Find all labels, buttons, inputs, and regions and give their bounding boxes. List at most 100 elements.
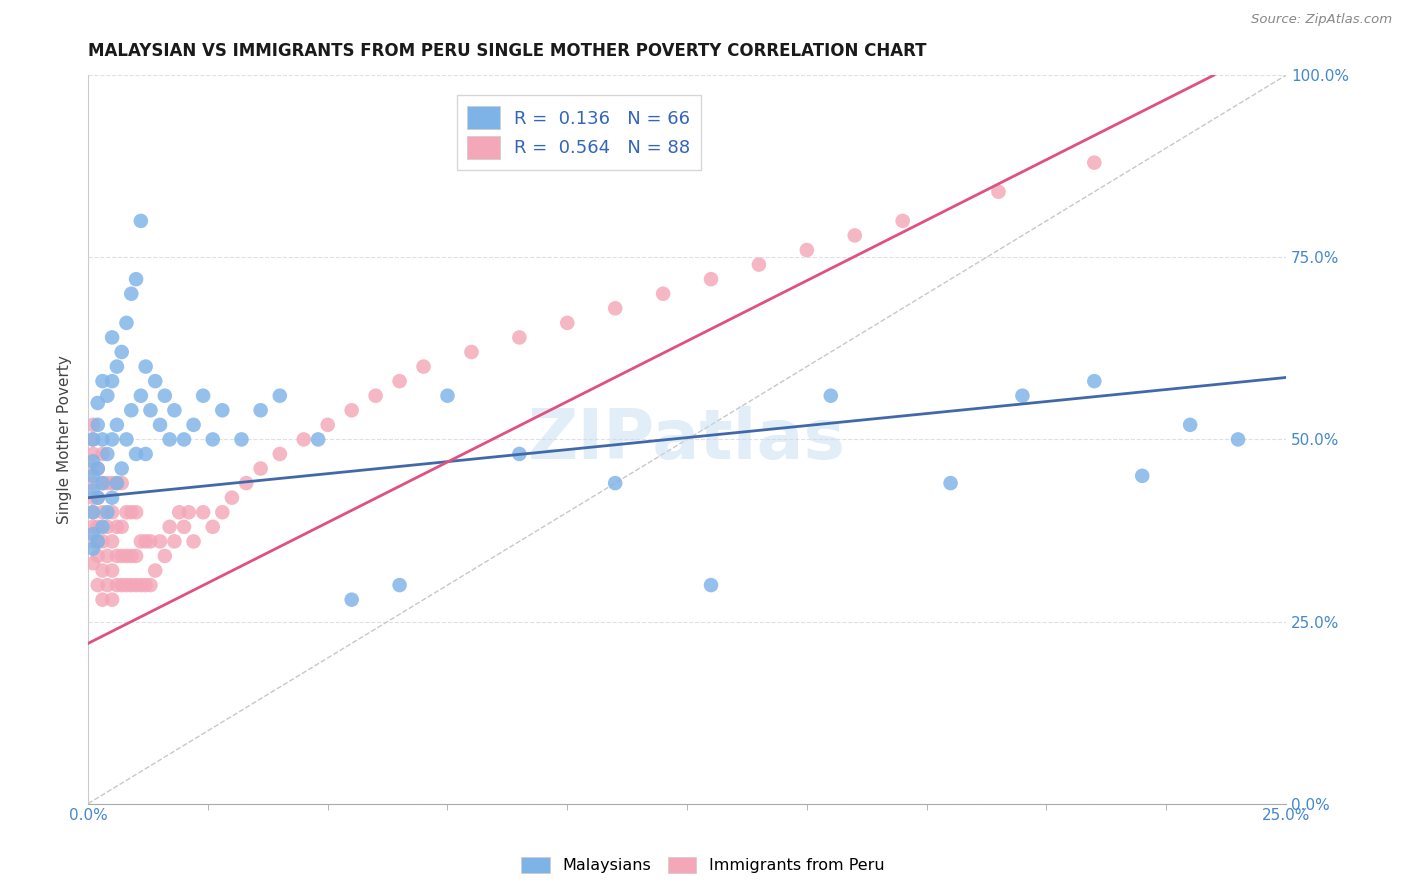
Point <box>700 578 723 592</box>
Point <box>139 403 162 417</box>
Point <box>149 534 172 549</box>
Point <box>120 549 142 563</box>
Point <box>163 403 186 417</box>
Point <box>111 578 134 592</box>
Point <box>129 389 152 403</box>
Point <box>159 520 181 534</box>
Point <box>105 476 128 491</box>
Point <box>129 214 152 228</box>
Point <box>91 476 114 491</box>
Point <box>82 541 104 556</box>
Point <box>101 505 124 519</box>
Point <box>120 403 142 417</box>
Point <box>135 534 157 549</box>
Point <box>91 520 114 534</box>
Point <box>96 505 118 519</box>
Point <box>173 433 195 447</box>
Point <box>939 476 962 491</box>
Point <box>82 520 104 534</box>
Point <box>191 505 214 519</box>
Point <box>135 447 157 461</box>
Point <box>96 520 118 534</box>
Point <box>82 505 104 519</box>
Point <box>891 214 914 228</box>
Point <box>605 301 627 316</box>
Point <box>111 345 134 359</box>
Point <box>111 549 134 563</box>
Point <box>87 549 110 563</box>
Point <box>111 461 134 475</box>
Point <box>96 389 118 403</box>
Point <box>96 549 118 563</box>
Text: Source: ZipAtlas.com: Source: ZipAtlas.com <box>1251 13 1392 27</box>
Point <box>211 505 233 519</box>
Point <box>125 578 148 592</box>
Point <box>101 476 124 491</box>
Point <box>115 505 138 519</box>
Text: ZIPatlas: ZIPatlas <box>529 406 846 473</box>
Point <box>96 447 118 461</box>
Point <box>96 476 118 491</box>
Point <box>91 592 114 607</box>
Point <box>269 389 291 403</box>
Point <box>125 505 148 519</box>
Point <box>292 433 315 447</box>
Point <box>820 389 842 403</box>
Point <box>231 433 253 447</box>
Text: MALAYSIAN VS IMMIGRANTS FROM PERU SINGLE MOTHER POVERTY CORRELATION CHART: MALAYSIAN VS IMMIGRANTS FROM PERU SINGLE… <box>89 42 927 60</box>
Point <box>120 286 142 301</box>
Point <box>125 549 148 563</box>
Point <box>125 272 148 286</box>
Point <box>82 556 104 570</box>
Point <box>87 491 110 505</box>
Point <box>201 433 224 447</box>
Point <box>987 185 1010 199</box>
Point <box>508 447 530 461</box>
Point <box>183 417 205 432</box>
Point <box>87 578 110 592</box>
Point <box>364 389 387 403</box>
Point <box>129 578 152 592</box>
Point <box>153 549 176 563</box>
Point <box>139 578 162 592</box>
Point <box>125 447 148 461</box>
Point <box>388 374 411 388</box>
Point <box>115 316 138 330</box>
Point <box>508 330 530 344</box>
Point <box>1083 374 1105 388</box>
Point <box>316 417 339 432</box>
Point <box>135 578 157 592</box>
Point <box>105 549 128 563</box>
Point <box>460 345 482 359</box>
Point <box>101 564 124 578</box>
Point <box>191 389 214 403</box>
Point <box>173 520 195 534</box>
Point <box>82 433 104 447</box>
Point <box>249 403 271 417</box>
Point <box>235 476 257 491</box>
Point <box>91 505 114 519</box>
Point <box>115 433 138 447</box>
Point <box>149 417 172 432</box>
Legend: R =  0.136   N = 66, R =  0.564   N = 88: R = 0.136 N = 66, R = 0.564 N = 88 <box>457 95 702 169</box>
Point <box>91 433 114 447</box>
Point <box>120 578 142 592</box>
Point <box>101 534 124 549</box>
Point <box>201 520 224 534</box>
Point <box>91 476 114 491</box>
Point <box>115 578 138 592</box>
Point <box>340 403 363 417</box>
Point <box>87 396 110 410</box>
Point <box>82 417 104 432</box>
Point <box>82 491 104 505</box>
Point <box>111 476 134 491</box>
Point <box>129 534 152 549</box>
Point <box>101 374 124 388</box>
Point <box>82 461 104 475</box>
Point <box>153 389 176 403</box>
Point <box>163 534 186 549</box>
Point <box>82 447 104 461</box>
Point <box>748 258 770 272</box>
Point <box>1178 417 1201 432</box>
Point <box>605 476 627 491</box>
